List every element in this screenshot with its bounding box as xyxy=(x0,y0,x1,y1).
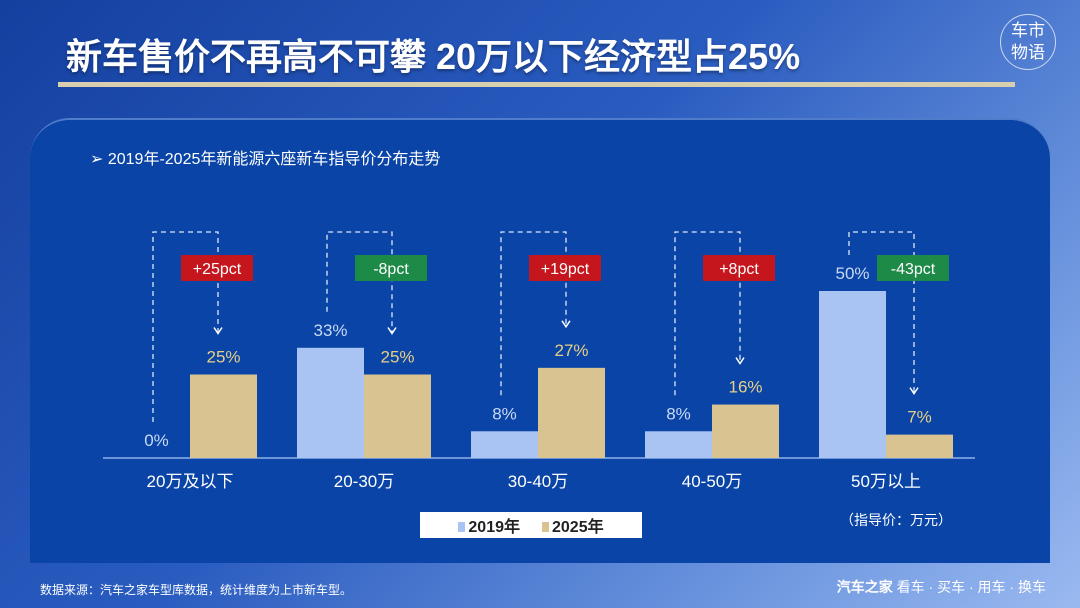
change-bracket xyxy=(500,231,567,396)
bar-2025 xyxy=(886,434,953,458)
category-label: 40-50万 xyxy=(682,472,742,491)
data-label-2019: 33% xyxy=(313,321,347,340)
brand-footer: 汽车之家 看车 · 买车 · 用车 · 换车 xyxy=(837,577,1046,597)
arrow-down-icon xyxy=(561,320,571,329)
legend-swatch-2025 xyxy=(542,522,549,532)
brand-name: 汽车之家 xyxy=(836,579,893,595)
arrow-down-icon xyxy=(909,387,919,395)
increase-badge xyxy=(181,255,253,281)
data-label-2025: 25% xyxy=(206,348,240,367)
title-divider xyxy=(58,82,1015,87)
category-label: 20万及以下 xyxy=(147,472,234,491)
increase-badge xyxy=(703,255,775,281)
data-label-2025: 7% xyxy=(907,408,932,427)
change-label: +25pct xyxy=(193,261,242,278)
increase-badge xyxy=(529,255,601,281)
change-label: +8pct xyxy=(719,261,759,278)
legend: 2019年 2025年 xyxy=(420,512,642,538)
arrow-down-icon xyxy=(735,357,745,365)
bar-2019 xyxy=(819,291,886,458)
bar-2019 xyxy=(645,431,712,458)
bar-2019 xyxy=(471,431,538,458)
bar-2025 xyxy=(190,374,257,458)
unit-note: （指导价：万元） xyxy=(840,512,952,528)
legend-label: 2019年 xyxy=(468,519,520,536)
data-label-2025: 27% xyxy=(554,341,588,360)
change-bracket xyxy=(674,231,741,396)
data-label-2019: 8% xyxy=(492,404,517,423)
chart-subtitle: ➢ 2019年-2025年新能源六座新车指导价分布走势 xyxy=(90,145,440,169)
change-bracket xyxy=(326,231,393,333)
arrow-down-icon xyxy=(387,327,397,335)
category-label: 30-40万 xyxy=(508,472,568,491)
data-label-2019: 50% xyxy=(835,264,869,283)
change-label: -43pct xyxy=(891,261,936,278)
legend-label: 2025年 xyxy=(552,519,604,536)
change-label: -8pct xyxy=(373,261,409,278)
change-bracket xyxy=(848,231,915,393)
data-label-2025: 25% xyxy=(380,348,414,367)
chart-title: 2019年-2025年新能源六座新车指导价分布走势 xyxy=(107,151,441,168)
bar-2025 xyxy=(364,374,431,458)
category-label: 50万以上 xyxy=(851,472,921,491)
legend-2019: 2019年 xyxy=(458,513,520,537)
change-label: +19pct xyxy=(541,261,590,278)
data-label-2019: 8% xyxy=(666,404,691,423)
data-label-2025: 16% xyxy=(728,378,762,397)
decrease-badge xyxy=(877,255,949,281)
page-title: 新车售价不再高不可攀 20万以下经济型占25% xyxy=(66,36,801,77)
brand-slogan: 看车 · 买车 · 用车 · 换车 xyxy=(896,579,1046,595)
bar-2019 xyxy=(297,347,364,458)
arrow-down-icon xyxy=(213,327,223,335)
bar-2025 xyxy=(538,367,605,458)
legend-swatch-2019 xyxy=(458,522,466,532)
source-note: 数据来源：汽车之家车型库数据，统计维度为上市新车型。 xyxy=(40,583,353,597)
legend-2025: 2025年 xyxy=(542,513,604,537)
decrease-badge xyxy=(355,255,427,281)
category-label: 20-30万 xyxy=(334,472,394,491)
change-bracket xyxy=(152,231,219,422)
arrow-bullet-icon: ➢ xyxy=(90,151,108,168)
brand-logo: 车市 物语 xyxy=(1000,14,1056,70)
data-label-2019: 0% xyxy=(144,431,169,450)
bar-2025 xyxy=(712,404,779,458)
